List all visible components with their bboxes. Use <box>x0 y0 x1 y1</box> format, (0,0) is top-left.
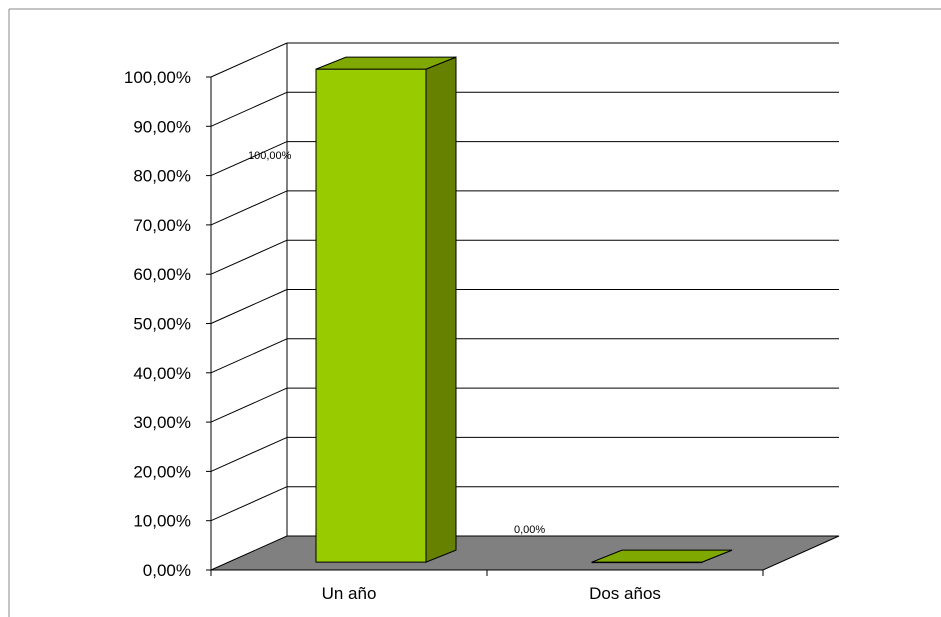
category-label: Un año <box>322 584 377 603</box>
y-tick-label: 100,00% <box>124 68 191 87</box>
y-tick-label: 20,00% <box>133 462 191 481</box>
axes <box>206 76 764 576</box>
data-label: 100,00% <box>248 150 292 162</box>
gridlines <box>210 42 839 522</box>
gridline-side <box>210 289 288 324</box>
y-tick-label: 30,00% <box>133 413 191 432</box>
gridline-side <box>210 436 288 472</box>
bar-top-face <box>315 56 457 70</box>
gridline-side <box>210 42 288 78</box>
gridline-side <box>210 91 288 127</box>
bars <box>315 56 733 564</box>
plot-floor <box>210 535 840 571</box>
y-tick-label: 50,00% <box>133 315 191 334</box>
y-tick-label: 70,00% <box>133 216 191 235</box>
y-tick-label: 90,00% <box>133 117 191 136</box>
bar <box>591 549 733 564</box>
floor-surface <box>210 535 840 571</box>
category-label: Dos años <box>589 584 661 603</box>
y-tick-labels: 0,00% 10,00% 20,00% 30,00% 40,00% 50,00% 60,00… <box>124 68 191 580</box>
bar-front-face <box>315 68 427 563</box>
category-labels: Un año Dos años <box>322 584 661 603</box>
gridline-side <box>210 338 288 374</box>
y-tick-label: 60,00% <box>133 265 191 284</box>
data-labels: 100,00% 0,00% <box>248 150 545 536</box>
bar-side-face <box>425 56 457 563</box>
y-tick-label: 10,00% <box>133 512 191 531</box>
y-tick-label: 80,00% <box>133 167 191 186</box>
y-tick-label: 0,00% <box>143 561 191 580</box>
gridline-side <box>210 486 288 522</box>
gridline-side <box>210 190 288 226</box>
gridline-side <box>210 239 288 275</box>
bar-top-face <box>591 549 733 563</box>
gridline-side <box>210 141 288 177</box>
gridline-side <box>210 387 288 423</box>
data-label: 0,00% <box>514 524 545 536</box>
y-tick-label: 40,00% <box>133 364 191 383</box>
bar <box>315 56 457 563</box>
